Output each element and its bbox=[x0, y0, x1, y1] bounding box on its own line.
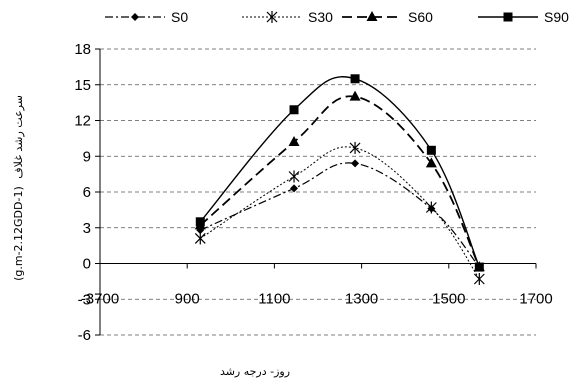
data-point-asterisk bbox=[425, 201, 437, 214]
y-tick-label: 12 bbox=[74, 113, 91, 130]
legend-item-s0: S0 bbox=[105, 9, 188, 25]
y-axis-label: (g.m-2.12GDD-1) سرعت رشد غلاف bbox=[12, 95, 25, 281]
y-tick-label: -6 bbox=[78, 327, 91, 344]
y-tick-label: 9 bbox=[83, 148, 91, 165]
y-axis-label-text: سرعت رشد غلاف bbox=[12, 95, 25, 179]
legend-item-s30: S30 bbox=[242, 9, 333, 25]
series-line-s30 bbox=[200, 146, 480, 280]
data-point-diamond bbox=[351, 159, 360, 168]
data-point-square bbox=[289, 105, 299, 115]
x-axis-label: روز- درجه رشد bbox=[220, 365, 290, 378]
data-point-asterisk bbox=[349, 141, 361, 154]
data-point-triangle bbox=[349, 90, 361, 101]
data-point-square bbox=[350, 74, 360, 84]
legend-label: S0 bbox=[171, 9, 188, 25]
data-point-triangle bbox=[288, 135, 300, 146]
data-point-asterisk bbox=[288, 170, 300, 183]
series-line-s60 bbox=[199, 95, 481, 268]
gridlines bbox=[100, 48, 536, 336]
axes bbox=[95, 48, 537, 336]
x-tick-label: 1700 bbox=[519, 291, 552, 308]
legend-label: S30 bbox=[308, 9, 333, 25]
data-point-square bbox=[426, 145, 436, 155]
data-point-square bbox=[195, 217, 205, 227]
legend-item-s60: S60 bbox=[342, 9, 433, 25]
data-point-asterisk bbox=[194, 232, 206, 245]
y-tick-label: -3 bbox=[78, 291, 91, 308]
svg-text:(g.m-2.12GDD-1) سرعت رشد: (g.m-2.12GDD-1) سرعت رشد غلاف bbox=[12, 95, 25, 281]
x-tick-label: -3700 bbox=[81, 291, 119, 308]
data-point-triangle bbox=[425, 157, 437, 168]
y-tick-label: 0 bbox=[83, 256, 91, 273]
data-point-triangle bbox=[366, 11, 378, 21]
data-point-square bbox=[503, 12, 513, 22]
x-tick-label: 1100 bbox=[258, 291, 290, 308]
series-group bbox=[194, 74, 485, 285]
legend-label: S90 bbox=[544, 9, 569, 25]
data-point-diamond bbox=[290, 184, 299, 193]
legend-item-s90: S90 bbox=[478, 9, 569, 25]
y-tick-label: 15 bbox=[74, 77, 91, 94]
data-point-asterisk bbox=[473, 272, 485, 285]
y-tick-label: 18 bbox=[74, 41, 91, 58]
x-tick-label: 1500 bbox=[432, 291, 465, 308]
tick-labels: 18 15 12 9 6 3 0 -3 -6 -3700 900 1100 1300 1500 1700 bbox=[74, 41, 552, 344]
data-point-square bbox=[474, 262, 484, 272]
data-point-asterisk bbox=[266, 11, 278, 23]
legend-label: S60 bbox=[408, 9, 433, 25]
series-s30 bbox=[194, 141, 485, 285]
series-s90 bbox=[195, 74, 484, 272]
y-tick-label: 3 bbox=[83, 220, 91, 237]
x-tick-label: 1300 bbox=[345, 291, 378, 308]
y-tick-label: 6 bbox=[83, 184, 91, 201]
x-tick-label: 900 bbox=[175, 291, 200, 308]
data-point-diamond bbox=[131, 13, 139, 21]
series-s60 bbox=[194, 90, 485, 272]
y-axis-label-unit: (g.m-2.12GDD-1) bbox=[12, 186, 25, 281]
legend: S0 S30 S60 S90 bbox=[105, 9, 569, 25]
